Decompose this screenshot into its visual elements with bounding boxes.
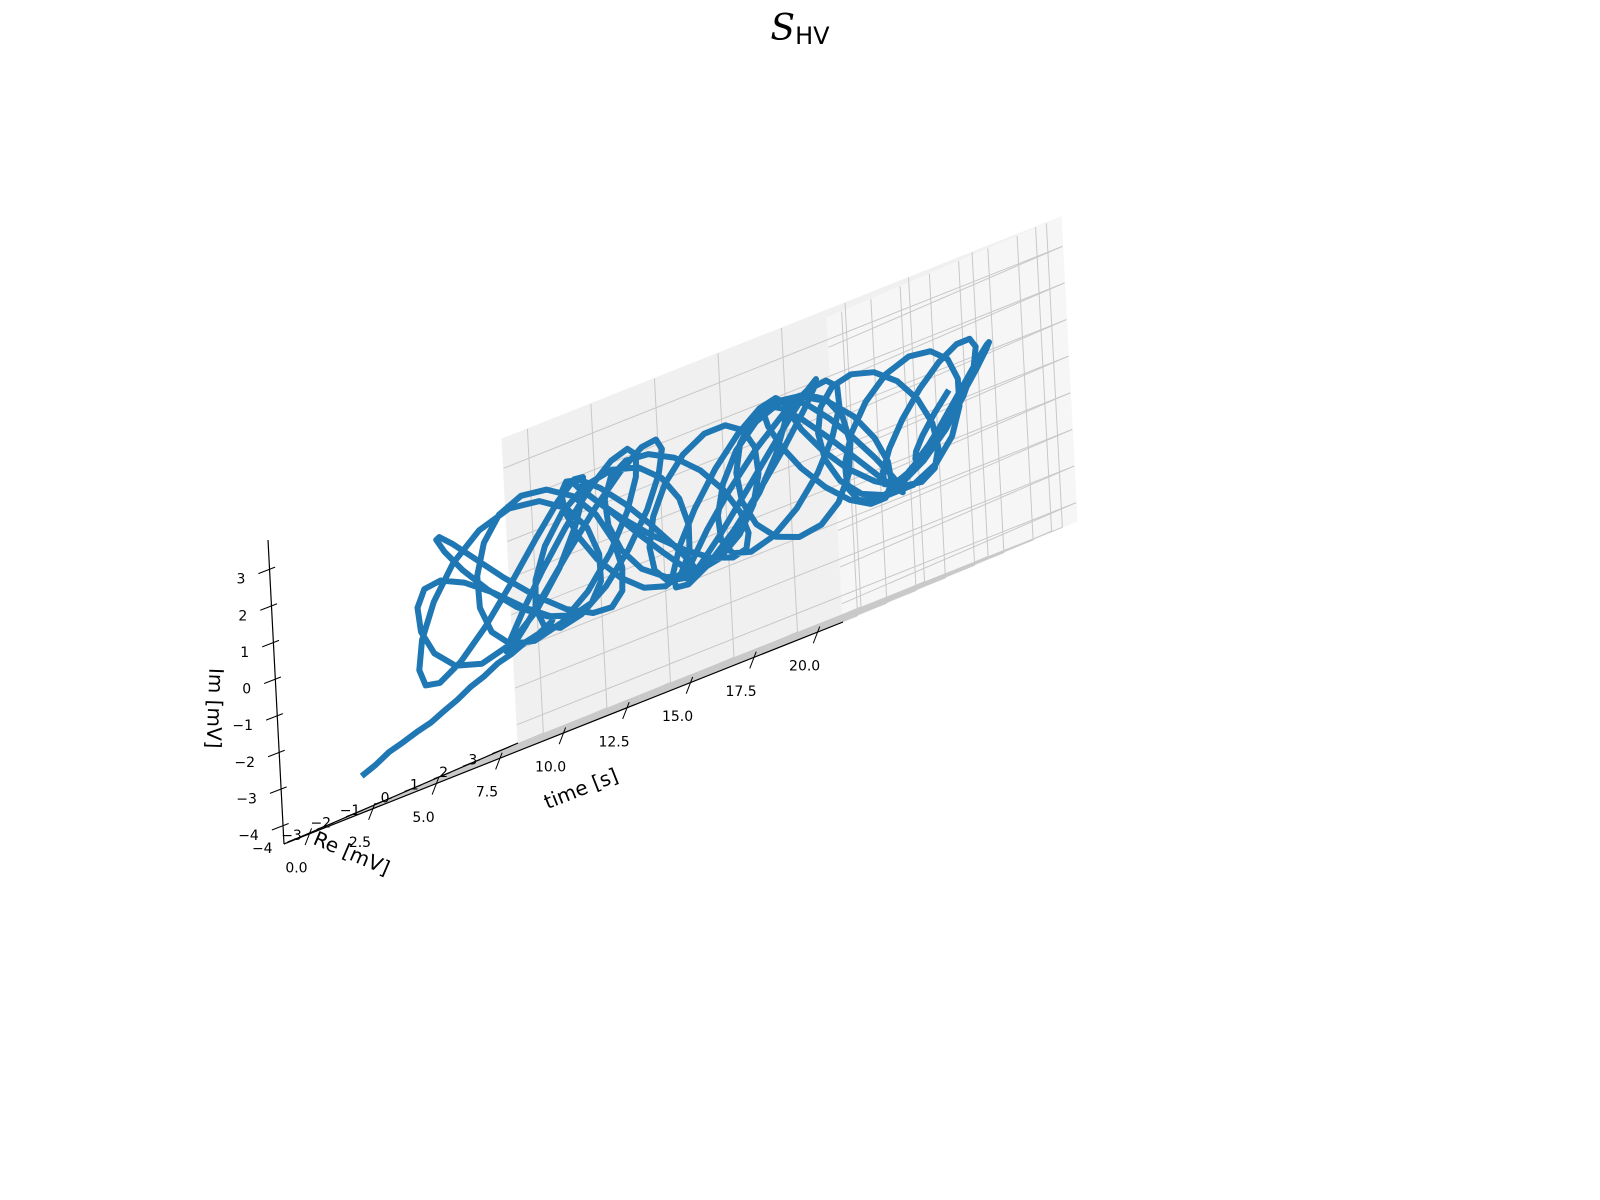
x-tick-mark bbox=[495, 752, 503, 770]
z-tick-mark bbox=[263, 676, 282, 684]
grid-line-y-floor bbox=[415, 564, 975, 788]
y-tick-mark bbox=[316, 822, 334, 830]
z-tick-label: 1 bbox=[240, 645, 249, 661]
z-tick-label: 2 bbox=[238, 608, 247, 624]
z-tick-mark bbox=[258, 566, 276, 575]
z-tick-mark bbox=[269, 786, 287, 794]
tick-labels: 0.0 2.5 5.0 7.5 10.0 12.5 15.0 17.5 20.0 −4 −3 −2 −1… bbox=[232, 572, 820, 877]
y-tick-mark bbox=[404, 784, 422, 792]
x-tick-label: 10.0 bbox=[535, 759, 566, 775]
x-tick-label: 0.0 bbox=[285, 860, 307, 876]
x-tick-mark bbox=[812, 626, 821, 644]
grid-line-y-floor bbox=[356, 589, 917, 813]
x-tick-mark bbox=[685, 676, 694, 694]
x-tick-mark bbox=[749, 651, 757, 669]
y-tick-label: −4 bbox=[252, 841, 273, 857]
x-tick-label: 7.5 bbox=[476, 785, 498, 801]
grid-line-z-back bbox=[512, 428, 1073, 652]
x-tick-mark bbox=[622, 702, 630, 720]
grid-line-y-side bbox=[899, 286, 917, 591]
z-tick-mark bbox=[267, 749, 285, 758]
grid-line-z-back bbox=[505, 282, 1065, 506]
grid-line-y-floor bbox=[473, 539, 1034, 763]
x-tick-label: 2.5 bbox=[349, 835, 371, 851]
chart-title-main: S bbox=[770, 8, 796, 49]
x-tick-label: 5.0 bbox=[412, 810, 434, 826]
z-axis-line bbox=[267, 539, 285, 845]
y-tick-mark bbox=[375, 797, 393, 805]
x-tick-label: 17.5 bbox=[726, 684, 757, 700]
y-tick-label: 1 bbox=[410, 778, 419, 794]
x-tick-label: 15.0 bbox=[662, 709, 693, 725]
y-tick-mark bbox=[345, 809, 363, 818]
y-tick-label: −1 bbox=[340, 803, 361, 819]
chart-title: SHV bbox=[0, 8, 1600, 50]
z-tick-mark bbox=[265, 713, 284, 721]
grid-line-y-floor bbox=[386, 577, 946, 801]
grid-line-x-back bbox=[1035, 227, 1053, 532]
grid-line-x-back bbox=[908, 277, 926, 582]
z-tick-label: −4 bbox=[238, 828, 259, 844]
grid-line-z-back bbox=[514, 465, 1075, 689]
z-tick-mark bbox=[271, 823, 289, 831]
grid-line-y-floor bbox=[444, 552, 1005, 776]
grid-line-z-back bbox=[503, 245, 1063, 469]
series-line bbox=[359, 335, 992, 779]
grid-lines bbox=[298, 223, 1077, 839]
grid-line-z-side bbox=[837, 428, 1073, 531]
z-tick-label: −2 bbox=[234, 755, 255, 771]
grid-line-x-back bbox=[781, 327, 798, 633]
grid-line-y-side bbox=[1045, 223, 1063, 528]
z-axis-label: Im [mV] bbox=[202, 668, 229, 749]
grid-line-y-side bbox=[958, 261, 976, 566]
grid-line-z-back bbox=[511, 392, 1071, 616]
grid-line-z-side bbox=[841, 502, 1077, 605]
y-tick-label: 3 bbox=[468, 752, 477, 768]
grid-line-z-back bbox=[509, 355, 1069, 579]
series-layer bbox=[359, 335, 992, 779]
grid-line-z-back bbox=[516, 502, 1077, 726]
y-tick-mark bbox=[462, 759, 480, 767]
tick-marks bbox=[258, 566, 821, 846]
chart-title-subscript: HV bbox=[795, 22, 830, 51]
z-tick-label: −3 bbox=[236, 791, 257, 807]
x-tick-mark bbox=[558, 727, 567, 745]
y-tick-mark bbox=[433, 771, 451, 780]
grid-line-y-floor bbox=[503, 526, 1063, 750]
y-tick-label: −3 bbox=[281, 828, 302, 844]
grid-line-y-side bbox=[1016, 235, 1034, 540]
y-tick-mark bbox=[492, 746, 510, 755]
x-tick-label: 20.0 bbox=[789, 659, 820, 675]
y-tick-mark bbox=[287, 835, 305, 843]
z-tick-mark bbox=[262, 639, 280, 648]
y-tick-label: 0 bbox=[381, 790, 390, 806]
grid-line-x-back bbox=[653, 378, 671, 683]
y-tick-label: 2 bbox=[439, 765, 448, 781]
grid-line-y-side bbox=[987, 248, 1005, 553]
grid-line-z-side bbox=[832, 319, 1067, 422]
grid-line-z-side bbox=[839, 465, 1075, 568]
axis-panes bbox=[283, 216, 1078, 845]
x-tick-mark bbox=[431, 777, 440, 795]
grid-line-x-back bbox=[971, 252, 989, 557]
z-tick-label: 3 bbox=[236, 572, 245, 588]
grid-line-z-side bbox=[828, 245, 1063, 348]
grid-line-x-back bbox=[717, 353, 735, 658]
grid-line-y-floor bbox=[327, 602, 888, 826]
z-tick-label: 0 bbox=[242, 682, 251, 698]
x-tick-mark bbox=[368, 802, 376, 821]
z-tick-label: −1 bbox=[232, 718, 253, 734]
z-tick-mark bbox=[260, 603, 278, 611]
x-tick-mark bbox=[304, 828, 313, 846]
x-tick-label: 12.5 bbox=[598, 734, 629, 750]
y-tick-label: −2 bbox=[310, 816, 331, 832]
grid-line-z-side bbox=[830, 282, 1065, 385]
